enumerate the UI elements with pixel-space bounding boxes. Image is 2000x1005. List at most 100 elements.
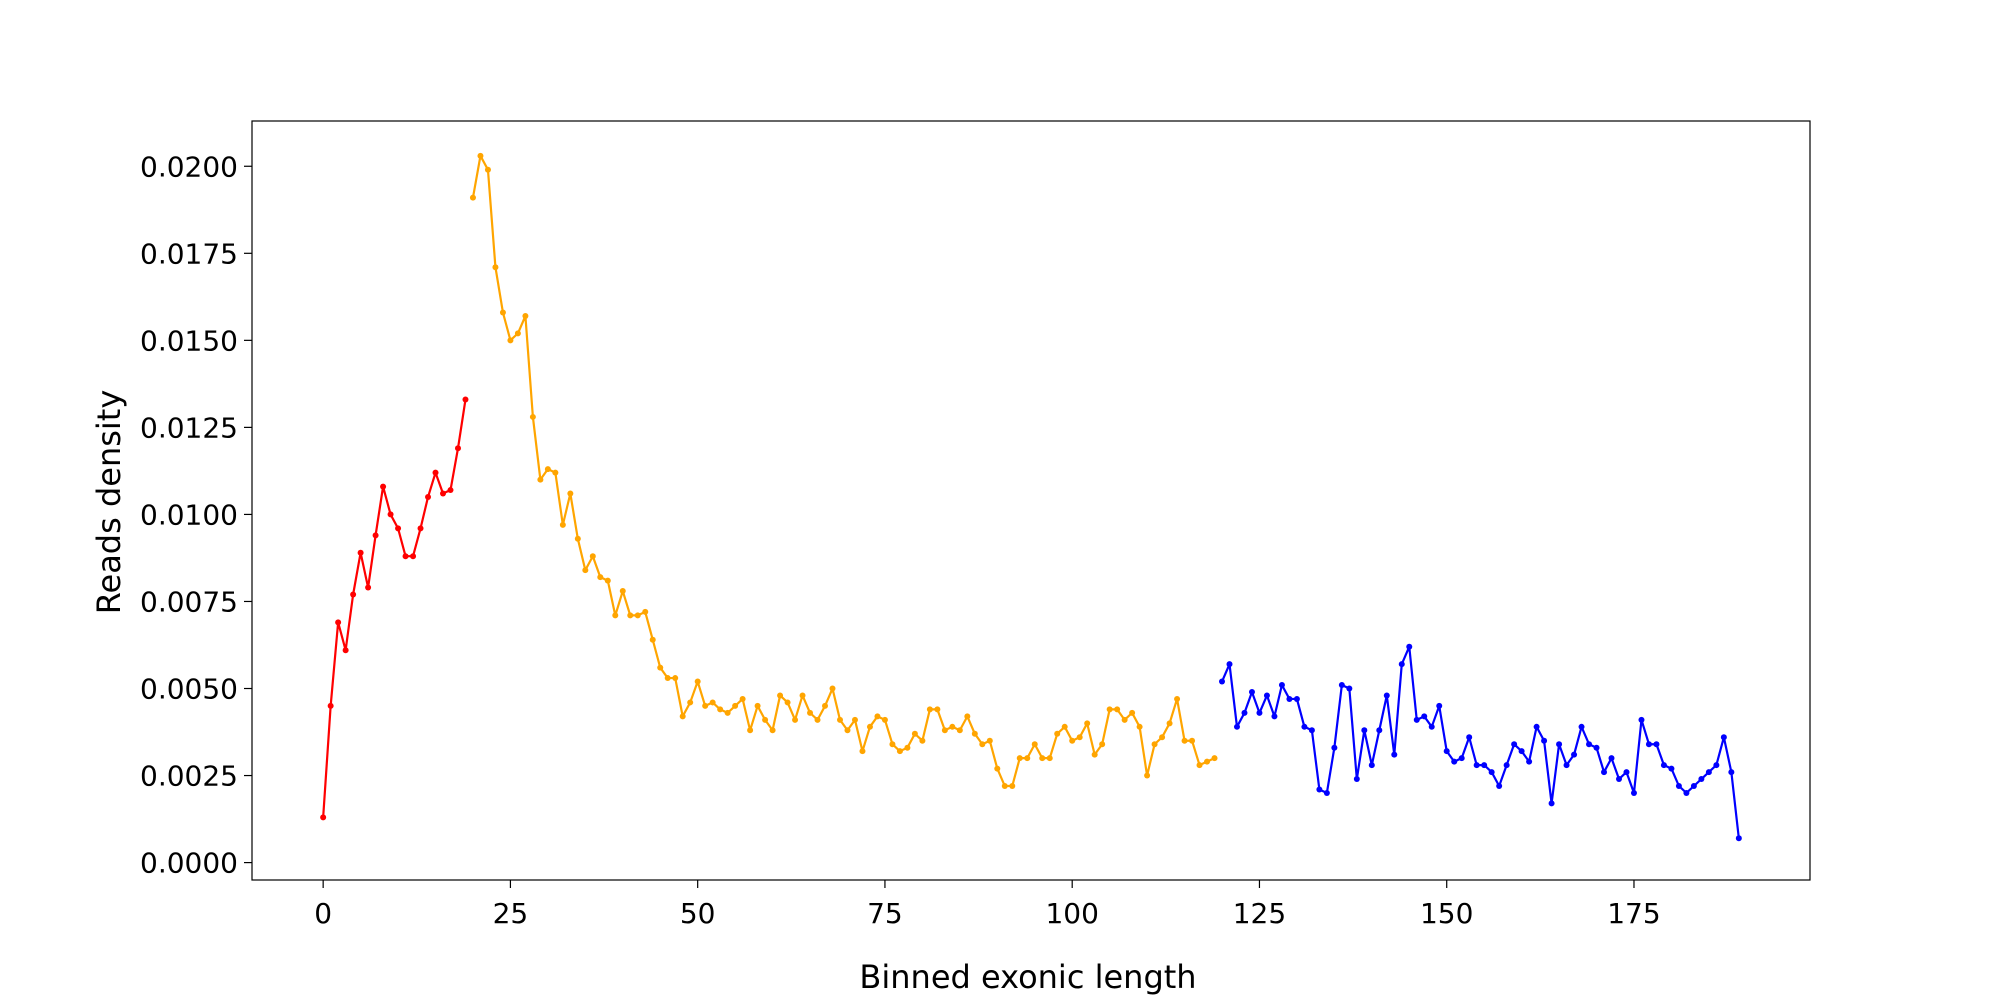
data-point-s2-89 xyxy=(1136,723,1143,730)
data-point-s1-15 xyxy=(432,469,439,476)
data-point-s1-7 xyxy=(372,532,379,539)
data-point-s3-62 xyxy=(1683,789,1690,796)
data-point-s2-14 xyxy=(574,535,581,542)
data-point-s3-57 xyxy=(1645,741,1652,748)
x-axis-label: Binned exonic length xyxy=(859,958,1196,996)
plot-area xyxy=(320,152,1742,842)
data-point-s2-29 xyxy=(687,699,694,706)
y-axis-label: Reads density xyxy=(90,390,128,615)
data-point-s1-9 xyxy=(387,511,394,518)
data-point-s2-52 xyxy=(859,748,866,755)
data-point-s1-3 xyxy=(342,647,349,654)
data-point-s3-7 xyxy=(1271,713,1278,720)
data-point-s2-99 xyxy=(1211,755,1218,762)
data-point-s3-30 xyxy=(1443,748,1450,755)
data-point-s2-30 xyxy=(694,678,701,685)
data-point-s2-21 xyxy=(627,612,634,619)
data-point-s3-24 xyxy=(1398,661,1405,668)
data-point-s2-66 xyxy=(964,713,971,720)
data-point-s2-54 xyxy=(874,713,881,720)
data-point-s2-25 xyxy=(657,664,664,671)
data-point-s3-44 xyxy=(1548,800,1555,807)
data-point-s1-10 xyxy=(395,525,402,532)
data-point-s3-6 xyxy=(1263,692,1270,699)
data-point-s3-40 xyxy=(1518,748,1525,755)
data-point-s3-50 xyxy=(1593,744,1600,751)
data-point-s2-57 xyxy=(896,748,903,755)
x-tick-label-1: 25 xyxy=(493,897,529,930)
data-point-s3-61 xyxy=(1675,783,1682,789)
data-point-s3-18 xyxy=(1353,776,1360,783)
y-tick-label-8: 0.0200 xyxy=(140,150,238,183)
data-point-s3-60 xyxy=(1668,765,1675,772)
y-tick-label-2: 0.0050 xyxy=(140,673,238,706)
data-point-s3-56 xyxy=(1638,716,1645,723)
data-point-s2-16 xyxy=(589,553,596,560)
data-point-s2-63 xyxy=(941,727,948,734)
data-point-s1-1 xyxy=(327,702,334,709)
data-point-s3-53 xyxy=(1616,776,1622,783)
x-tick-label-2: 50 xyxy=(680,897,716,930)
y-tick-label-6: 0.0150 xyxy=(140,324,238,357)
data-point-s3-43 xyxy=(1541,737,1548,744)
data-point-s3-68 xyxy=(1728,769,1735,776)
data-point-s2-46 xyxy=(814,716,821,723)
data-point-s2-37 xyxy=(747,727,754,734)
data-point-s2-12 xyxy=(559,521,566,528)
data-point-s2-15 xyxy=(582,567,589,574)
data-point-s3-31 xyxy=(1451,758,1458,765)
y-tick-label-3: 0.0075 xyxy=(140,585,238,618)
data-point-s3-9 xyxy=(1286,695,1293,702)
data-point-s3-16 xyxy=(1338,682,1345,689)
data-point-s3-37 xyxy=(1496,783,1503,789)
data-point-s2-39 xyxy=(762,716,769,723)
data-point-s3-47 xyxy=(1571,751,1578,758)
data-point-s2-27 xyxy=(672,675,679,682)
data-point-s2-49 xyxy=(837,716,843,723)
data-point-s2-56 xyxy=(889,741,896,748)
data-point-s3-48 xyxy=(1578,723,1585,730)
x-tick-label-5: 125 xyxy=(1233,897,1286,930)
data-point-s3-45 xyxy=(1556,741,1563,748)
data-point-s2-91 xyxy=(1151,741,1158,748)
x-tick-label-4: 100 xyxy=(1045,897,1098,930)
data-point-s2-7 xyxy=(522,312,529,319)
data-point-s2-53 xyxy=(866,723,873,730)
data-point-s2-48 xyxy=(829,685,836,692)
data-point-s2-73 xyxy=(1016,755,1023,762)
data-point-s2-40 xyxy=(769,727,776,734)
data-point-s2-5 xyxy=(507,337,514,344)
data-point-s3-13 xyxy=(1316,786,1323,793)
data-point-s3-0 xyxy=(1219,678,1225,685)
data-point-s3-29 xyxy=(1436,702,1443,709)
data-point-s3-46 xyxy=(1563,762,1570,769)
data-point-s2-38 xyxy=(754,702,761,709)
x-tick-label-6: 150 xyxy=(1420,897,1473,930)
y-tick-label-5: 0.0125 xyxy=(140,411,238,444)
data-point-s3-69 xyxy=(1735,835,1742,842)
data-point-s2-86 xyxy=(1114,706,1121,713)
data-point-s2-78 xyxy=(1054,730,1061,737)
data-point-s3-27 xyxy=(1421,713,1428,720)
data-point-s3-20 xyxy=(1368,762,1375,769)
data-point-s3-5 xyxy=(1256,709,1263,716)
data-point-s1-6 xyxy=(365,584,372,591)
data-point-s1-13 xyxy=(417,525,424,532)
series-line-3 xyxy=(1220,645,1740,839)
data-point-s3-39 xyxy=(1511,741,1518,748)
data-point-s2-96 xyxy=(1189,737,1196,744)
data-point-s3-25 xyxy=(1406,643,1413,650)
data-point-s3-58 xyxy=(1653,741,1660,748)
data-point-s2-10 xyxy=(544,466,551,473)
data-point-s3-11 xyxy=(1301,723,1308,730)
data-point-s2-83 xyxy=(1091,751,1098,758)
data-point-s3-2 xyxy=(1233,723,1240,730)
data-point-s3-21 xyxy=(1376,727,1383,734)
data-point-s2-11 xyxy=(552,469,559,476)
data-point-s2-24 xyxy=(649,636,656,643)
data-point-s3-66 xyxy=(1713,762,1720,769)
data-point-s3-49 xyxy=(1586,741,1593,748)
data-point-s1-19 xyxy=(462,396,469,403)
data-point-s2-79 xyxy=(1061,723,1068,730)
